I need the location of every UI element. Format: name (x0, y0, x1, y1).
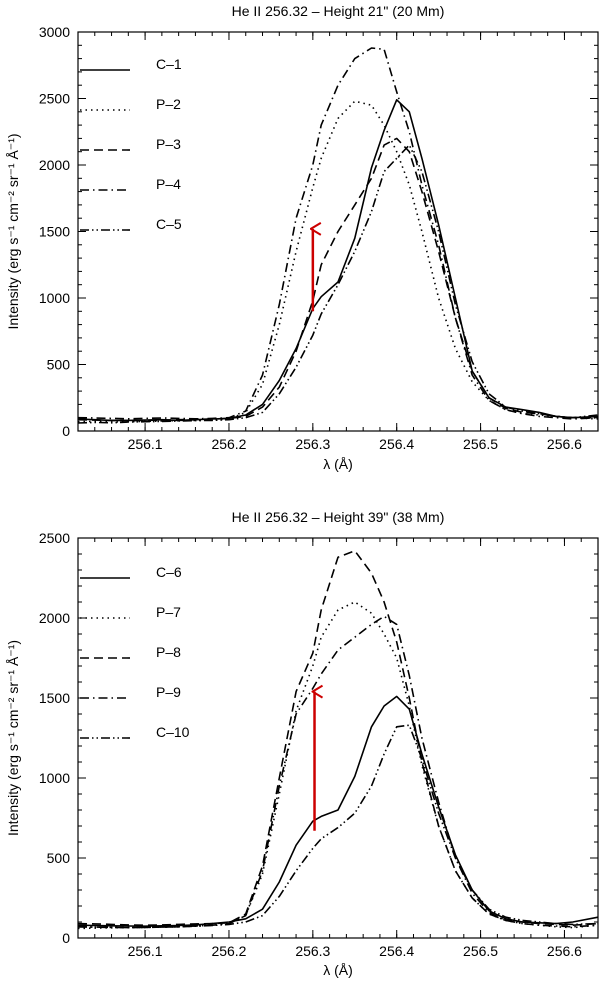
legend-label: C–10 (156, 724, 190, 740)
chart-title: He II 256.32 – Height 39" (38 Mm) (232, 509, 445, 525)
x-tick-label: 256.6 (547, 943, 582, 959)
y-tick-label: 0 (62, 930, 70, 946)
legend-label: P–8 (156, 644, 181, 660)
y-tick-label: 3000 (39, 24, 70, 40)
y-tick-label: 1000 (39, 290, 70, 306)
chart-title: He II 256.32 – Height 21" (20 Mm) (232, 3, 445, 19)
series-line-c5 (77, 144, 599, 424)
legend-label: P–7 (156, 604, 181, 620)
legend-label: P–3 (156, 136, 181, 152)
chart-panel-2: He II 256.32 – Height 39" (38 Mm) 0 500 100… (5, 509, 599, 978)
x-tick-label: 256.1 (128, 943, 163, 959)
series-line-p8 (77, 549, 599, 927)
x-axis-label: λ (Å) (323, 962, 353, 978)
y-tick-label: 2000 (39, 610, 70, 626)
y-tick-label: 0 (62, 423, 70, 439)
x-tick-label: 256.4 (379, 943, 414, 959)
series-line-p3 (77, 137, 598, 422)
y-tick-label: 500 (47, 850, 71, 866)
y-tick-label: 2500 (39, 91, 70, 107)
y-tick-label: 1500 (39, 690, 70, 706)
plot-frame (77, 537, 599, 939)
y-tick-label: 1000 (39, 770, 70, 786)
y-tick-label: 500 (47, 357, 71, 373)
y-tick-label: 1500 (39, 224, 70, 240)
x-tick-label: 256.3 (295, 943, 330, 959)
legend-label: P–9 (156, 684, 181, 700)
x-tick-label: 256.3 (295, 436, 330, 452)
x-tick-label: 256.2 (211, 436, 246, 452)
y-tick-label: 2500 (39, 530, 70, 546)
y-tick-label: 2000 (39, 157, 70, 173)
x-tick-label: 256.4 (379, 436, 414, 452)
x-tick-label: 256.6 (547, 436, 582, 452)
x-axis-label: λ (Å) (323, 456, 353, 472)
series-line-c6 (77, 695, 599, 928)
x-tick-label: 256.2 (211, 943, 246, 959)
y-axis-label: Intensity (erg s⁻¹ cm⁻² sr⁻¹ Å⁻¹) (5, 640, 21, 836)
series-line-p9 (77, 615, 599, 929)
series-line-c10 (77, 724, 599, 929)
legend-label: C–1 (156, 56, 182, 72)
x-tick-label: 256.1 (128, 436, 163, 452)
x-tick-label: 256.5 (463, 436, 498, 452)
chart-panel-1: He II 256.32 – Height 21" (20 Mm) 0 500 100… (5, 3, 599, 472)
y-axis-label: Intensity (erg s⁻¹ cm⁻² sr⁻¹ Å⁻¹) (5, 133, 21, 329)
legend-label: C–5 (156, 216, 182, 232)
x-tick-label: 256.5 (463, 943, 498, 959)
legend-label: C–6 (156, 564, 182, 580)
legend-label: P–4 (156, 176, 181, 192)
legend-label: P–2 (156, 96, 181, 112)
